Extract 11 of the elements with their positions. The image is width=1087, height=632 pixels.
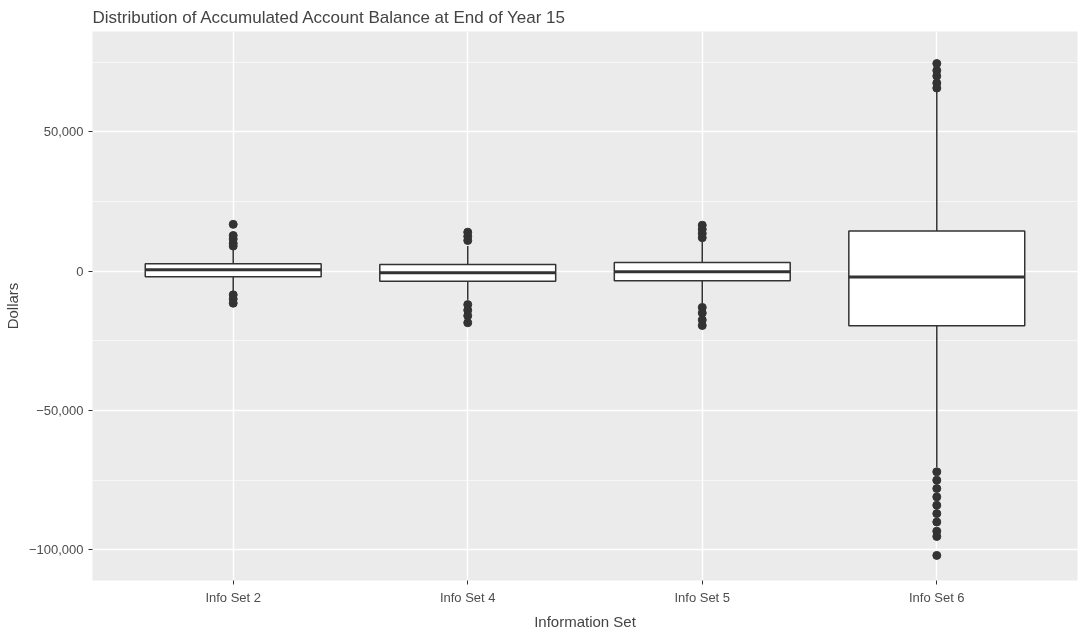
x-tick-label: Info Set 2 xyxy=(205,589,262,605)
x-tick-label: Info Set 6 xyxy=(908,589,965,605)
chart-title: Distribution of Accumulated Account Balance at End of Year 15 xyxy=(92,7,566,27)
x-tick-label: Info Set 4 xyxy=(439,589,496,605)
y-axis-title: Dollars xyxy=(3,282,21,330)
y-tick-label: −100,000 xyxy=(28,542,84,558)
y-tick-label: 50,000 xyxy=(43,124,84,140)
y-tick-label: 0 xyxy=(76,263,84,279)
y-tick-label: −50,000 xyxy=(36,403,84,419)
x-axis-title: Information Set xyxy=(534,612,637,630)
x-tick-label: Info Set 5 xyxy=(674,589,731,605)
